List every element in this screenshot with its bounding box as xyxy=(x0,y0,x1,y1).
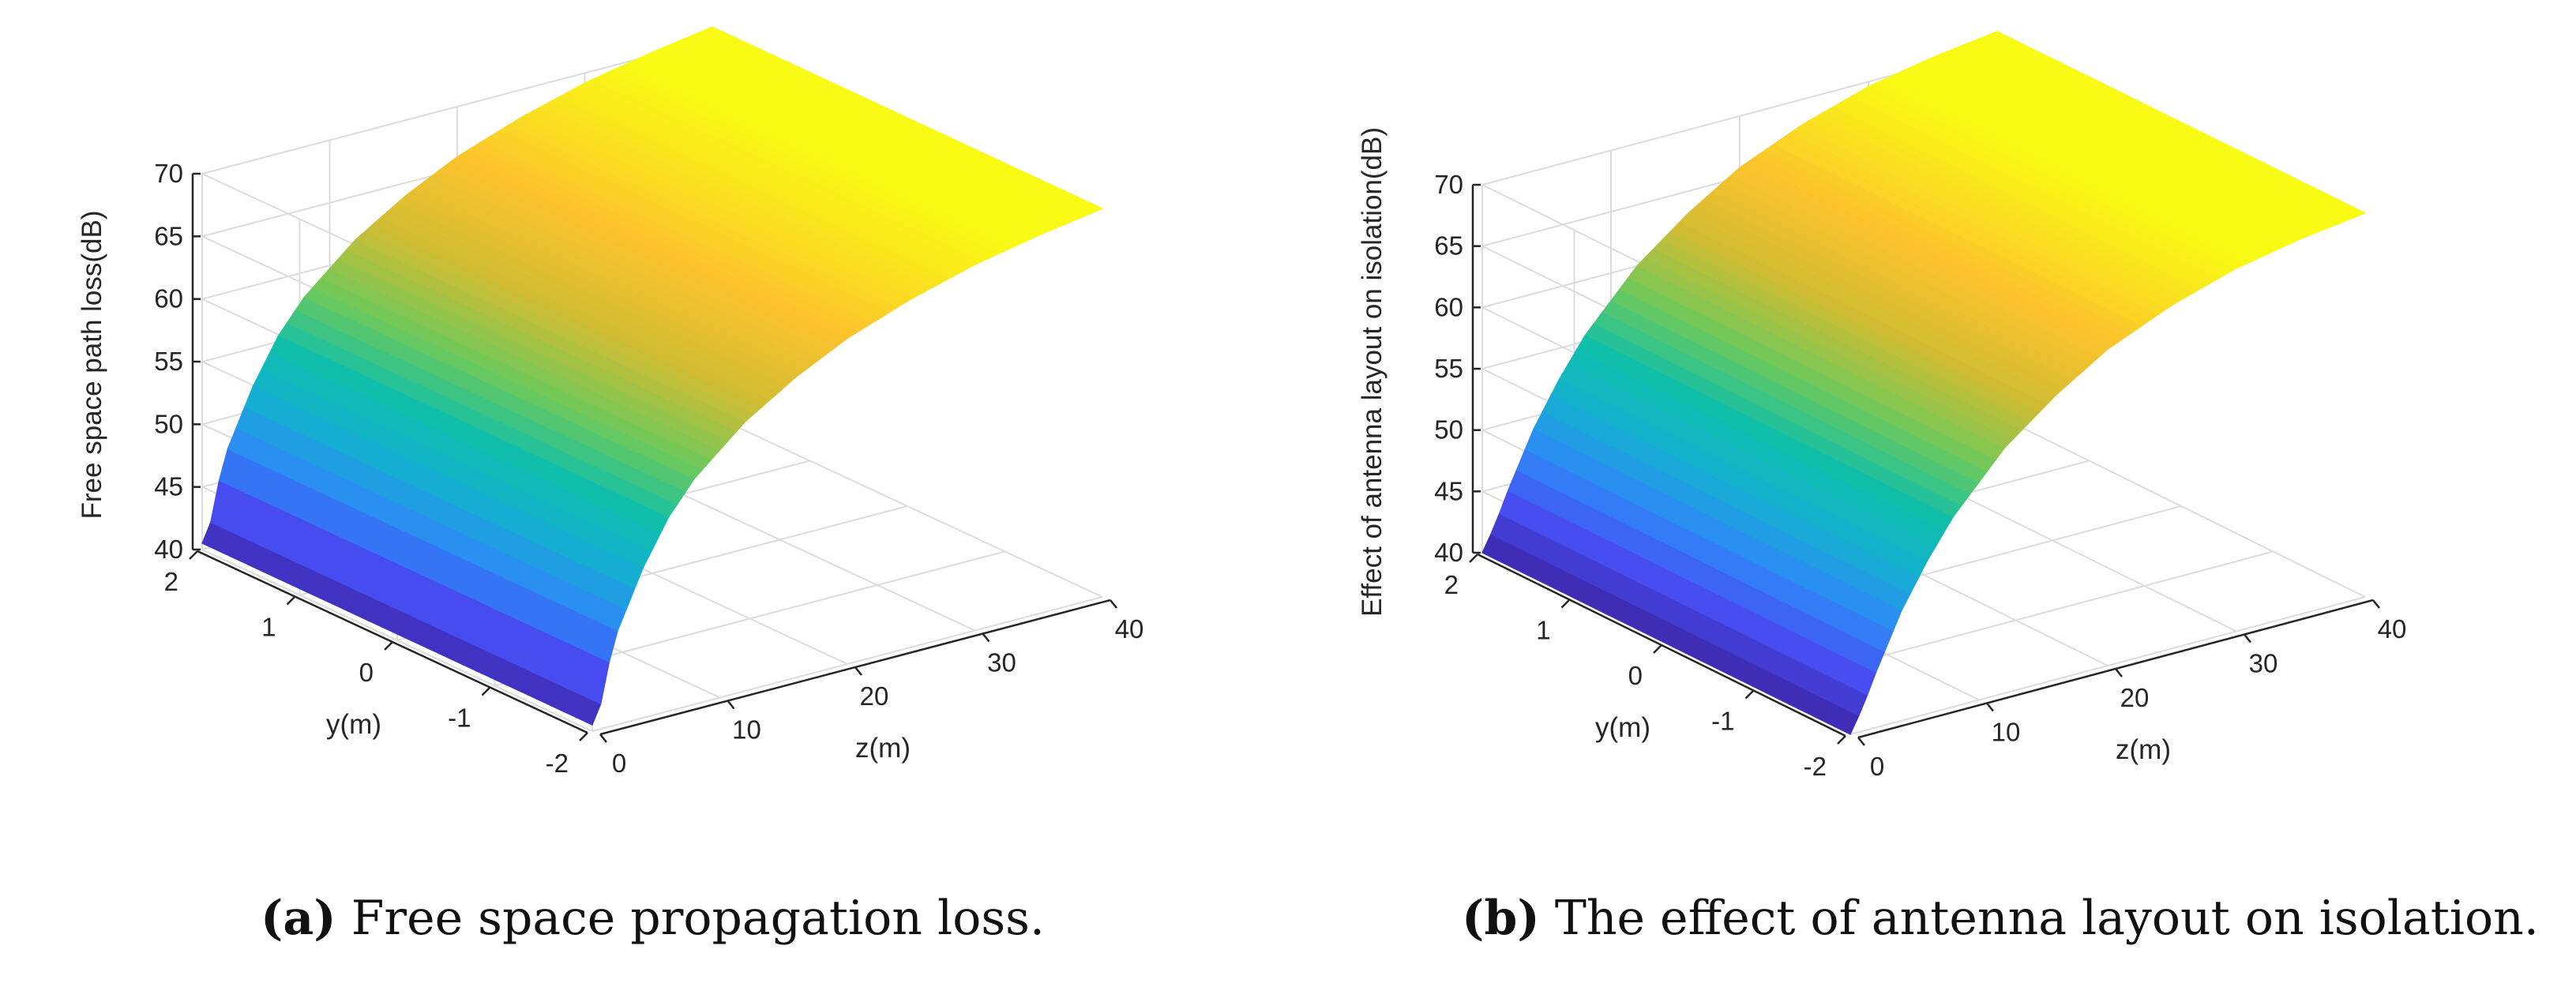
v-tick-label: 60 xyxy=(154,284,183,313)
grid-line-floor-y xyxy=(591,596,1103,732)
z-tick-mark xyxy=(1857,737,1865,746)
y-tick-label: -2 xyxy=(546,749,569,778)
y-tick-label: 2 xyxy=(1444,570,1459,599)
y-tick-label: 1 xyxy=(1536,616,1550,645)
z-tick-label: 40 xyxy=(1115,614,1144,644)
v-tick-label: 65 xyxy=(154,221,183,250)
surface-patch xyxy=(2324,197,2367,217)
y-tick-label: 0 xyxy=(1628,661,1643,690)
z-axis-label: z(m) xyxy=(855,733,911,764)
v-tick-label: 45 xyxy=(154,472,183,501)
v-tick-label: 55 xyxy=(1434,354,1463,383)
caption-a-letter: a xyxy=(283,891,314,946)
caption-b-letter-wrap: (b) xyxy=(1462,891,1540,946)
v-tick-label: 70 xyxy=(1434,170,1463,199)
y-tick-mark xyxy=(481,686,491,696)
v-tick-label: 60 xyxy=(1434,292,1463,321)
caption-b-text: The effect of antenna layout on isolatio… xyxy=(1554,891,2539,946)
axes-b: 40455055606570010203040210-1-2z(m)y(m)Ef… xyxy=(1357,127,2406,781)
z-tick-label: 40 xyxy=(2378,614,2407,644)
surface-a xyxy=(201,26,1104,726)
z-tick-mark xyxy=(599,734,607,743)
z-tick-mark xyxy=(1110,599,1117,609)
caption-b: (b) The effect of antenna layout on isol… xyxy=(1462,891,2539,962)
z-tick-mark xyxy=(727,700,735,710)
z-tick-label: 10 xyxy=(1992,718,2021,747)
y-tick-label: 0 xyxy=(359,658,374,687)
z-tick-mark xyxy=(1986,702,1994,712)
z-tick-label: 20 xyxy=(860,681,889,711)
z-tick-label: 20 xyxy=(2120,683,2150,712)
z-tick-mark xyxy=(854,666,862,676)
panel-b: 40 45 50 55 60 65 70 0 10 20 30 40 2 1 0 -1 -2 z(m) y(m) Ef… xyxy=(1288,0,2576,987)
y-tick-mark xyxy=(1653,644,1662,654)
y-tick-mark xyxy=(1744,689,1755,700)
surface-patch xyxy=(1060,193,1104,213)
caption-a-letter-wrap: (a) xyxy=(261,891,336,946)
v-tick-label: 55 xyxy=(154,347,183,376)
v-tick-label: 40 xyxy=(154,535,183,564)
z-tick-label: 0 xyxy=(612,749,626,778)
caption-a-text: Free space propagation loss. xyxy=(351,891,1045,946)
y-axis-label: y(m) xyxy=(326,709,381,740)
z-axis-label: z(m) xyxy=(2116,734,2171,765)
z-tick-mark xyxy=(2372,599,2380,609)
caption-b-letter: b xyxy=(1484,891,1518,946)
y-tick-label: -2 xyxy=(1804,752,1827,781)
z-tick-label: 10 xyxy=(732,715,761,745)
v-tick-label: 65 xyxy=(1434,231,1463,261)
z-tick-mark xyxy=(982,632,990,643)
z-tick-label: 30 xyxy=(987,648,1016,677)
v-tick-label: 50 xyxy=(154,409,183,438)
y-tick-mark xyxy=(384,641,393,651)
v-tick-label: 50 xyxy=(1434,415,1463,445)
y-tick-mark xyxy=(579,732,588,741)
y-tick-label: 1 xyxy=(261,613,276,642)
surface-b xyxy=(1481,31,2367,735)
y-tick-mark xyxy=(189,550,198,560)
z-tick-mark xyxy=(2115,668,2123,677)
v-tick-label: 45 xyxy=(1434,476,1463,505)
vertical-axis-label: Free space path loss(dB) xyxy=(77,210,107,519)
caption-a: (a) Free space propagation loss. xyxy=(261,891,1045,962)
v-tick-label: 70 xyxy=(154,159,183,188)
y-tick-label: -1 xyxy=(448,704,471,733)
z-tick-label: 0 xyxy=(1870,752,1884,781)
surface-plot-b: 40455055606570010203040210-1-2z(m)y(m)Ef… xyxy=(1357,31,2406,781)
z-tick-mark xyxy=(2244,633,2251,644)
y-tick-mark xyxy=(1560,599,1571,609)
v-tick-label: 40 xyxy=(1434,538,1463,567)
grid-line-floor-y xyxy=(1849,596,2366,735)
vertical-axis-label: Effect of antenna layout on isolation(dB… xyxy=(1357,127,1388,617)
y-axis-label: y(m) xyxy=(1595,712,1650,743)
panel-a: 40 45 50 55 60 65 70 0 10 20 30 40 2 1 0 -1 -2 z(m) y(m) Fr… xyxy=(77,26,1143,962)
y-tick-mark xyxy=(1837,735,1846,745)
z-tick-label: 30 xyxy=(2249,649,2278,678)
y-tick-mark xyxy=(1469,554,1478,563)
y-tick-mark xyxy=(286,595,296,606)
y-tick-label: 2 xyxy=(164,567,178,596)
y-tick-label: -1 xyxy=(1711,707,1734,736)
